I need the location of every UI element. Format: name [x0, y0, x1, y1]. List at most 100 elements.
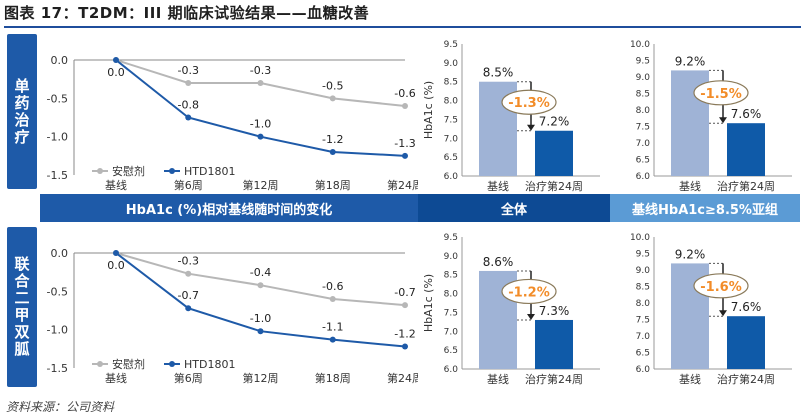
y-tick-label: 7.0: [444, 134, 459, 144]
y-tick-label: 8.5: [444, 271, 458, 281]
bar-value-label: 7.3%: [539, 304, 570, 318]
legend-label-placebo: 安慰剂: [112, 164, 145, 178]
bar-value-label: 7.2%: [539, 115, 570, 129]
data-point: [402, 302, 408, 309]
y-tick-label: 7.5: [444, 308, 458, 318]
x-tick-label: 基线: [679, 372, 701, 385]
y-tick-label: -1.5: [47, 169, 68, 182]
data-point: [402, 343, 408, 350]
data-label: -1.0: [250, 118, 271, 131]
legend-label-placebo: 安慰剂: [112, 357, 145, 371]
x-tick-label: 基线: [105, 178, 127, 192]
y-tick-label: 6.5: [636, 349, 650, 359]
source-note: 资料来源：公司资料: [6, 400, 115, 414]
bar: [727, 123, 765, 176]
x-tick-label: 治疗第24周: [525, 179, 583, 193]
data-label: -0.4: [250, 266, 271, 279]
diff-bubble: [501, 89, 557, 115]
y-tick-label: 9.0: [636, 266, 651, 276]
bar: [535, 319, 573, 369]
y-tick-label: 7.0: [636, 332, 651, 342]
data-point: [185, 114, 192, 121]
diff-bubble: [501, 278, 557, 305]
data-point: [113, 250, 119, 256]
legend-marker-placebo: [97, 168, 103, 174]
side-label-monotherapy: 单药治疗: [7, 34, 37, 189]
y-tick-label: 8.5: [636, 90, 650, 100]
data-point: [329, 296, 336, 302]
y-tick-label: 9.0: [444, 59, 459, 69]
bar: [727, 316, 765, 369]
data-point: [185, 305, 192, 312]
data-label: -0.7: [178, 289, 199, 302]
x-tick-label: 基线: [487, 179, 509, 193]
y-axis-title: HbA1c (%): [422, 274, 435, 332]
bar-chart-combination-overall: 6.0 6.5 7.0 7.5 8.0 8.5 9.0 9.5 HbA1c (%) 8.6% 基线 7…: [422, 233, 600, 385]
y-tick-label: 8.0: [444, 290, 459, 300]
y-tick-label: -1.5: [47, 362, 68, 375]
legend-label-drug: HTD1801: [184, 358, 235, 371]
y-tick-label: 10.0: [630, 233, 650, 243]
bar-chart-monotherapy-overall: 6.0 6.5 7.0 7.5 8.0 8.5 9.0 9.5 HbA1c (%) 8.5% 基线 7…: [422, 40, 600, 193]
data-point: [402, 152, 408, 159]
diff-arrow-head: [719, 310, 727, 317]
y-tick-label: -0.5: [47, 92, 68, 105]
y-tick-label: 9.0: [444, 252, 459, 262]
y-tick-label: 9.0: [636, 73, 651, 83]
y-tick-label: 6.0: [444, 172, 459, 182]
data-point: [257, 282, 264, 289]
data-point: [257, 133, 264, 140]
band-label-overall: 全体: [418, 194, 610, 222]
x-tick-label: 第24周: [387, 178, 418, 192]
y-tick-label: 7.5: [636, 123, 650, 133]
y-tick-label: 10.0: [630, 40, 650, 50]
bar-value-label: 7.6%: [731, 107, 762, 121]
bar-value-label: 8.5%: [483, 66, 514, 80]
data-point: [329, 336, 336, 343]
diff-arrow-head: [527, 313, 535, 320]
line-chart-combination: 0.0 -0.5 -1.0 -1.5 基线 第6周 第12周 第18周 第24周 0.0 -0.3 -…: [47, 247, 418, 385]
diff-arrow-head: [719, 117, 727, 124]
y-tick-label: 8.0: [636, 299, 651, 309]
y-tick-label: 6.5: [636, 156, 650, 166]
data-point: [257, 80, 264, 86]
band-label-subgroup: 基线HbA1c≥8.5%亚组: [610, 194, 800, 222]
x-tick-label: 第6周: [174, 371, 203, 385]
bar-value-label: 9.2%: [675, 247, 706, 261]
diff-bubble: [693, 80, 749, 106]
bar-value-label: 7.6%: [731, 300, 762, 314]
data-label: -1.1: [322, 321, 343, 334]
data-label: -1.2: [322, 133, 343, 146]
y-tick-label: -1.0: [47, 131, 68, 144]
data-point: [402, 103, 408, 109]
y-tick-label: 9.5: [444, 40, 458, 50]
y-tick-label: -1.0: [47, 324, 68, 337]
diff-bubble: [693, 273, 749, 299]
y-tick-label: 6.0: [636, 365, 651, 375]
x-tick-label: 治疗第24周: [525, 372, 583, 385]
diff-label: -1.2%: [508, 285, 549, 300]
y-tick-label: 6.0: [636, 172, 651, 182]
x-tick-label: 基线: [105, 371, 127, 385]
x-tick-label: 第12周: [243, 178, 279, 192]
band-label-time-change: HbA1c (%)相对基线随时间的变化: [40, 194, 418, 222]
x-tick-label: 第24周: [387, 371, 418, 385]
data-label: 0.0: [107, 259, 125, 272]
x-tick-label: 治疗第24周: [717, 179, 775, 193]
x-tick-label: 第6周: [174, 178, 203, 192]
legend-marker-placebo: [97, 361, 103, 367]
diff-label: -1.5%: [700, 87, 741, 102]
y-tick-label: 9.5: [444, 233, 458, 243]
legend-marker-drug: [169, 168, 175, 174]
y-tick-label: 0.0: [51, 54, 69, 67]
y-tick-label: 7.0: [444, 327, 459, 337]
y-tick-label: 7.5: [636, 316, 650, 326]
diff-label: -1.3%: [508, 96, 549, 111]
data-label: -0.3: [178, 64, 199, 77]
bar-chart-combination-subgroup: 6.0 6.5 7.0 7.5 8.0 8.5 9.0 9.5 10.0 9.2% 基线 7.6% 治疗…: [630, 233, 792, 385]
y-tick-label: 6.5: [444, 153, 458, 163]
y-tick-label: 6.0: [444, 365, 459, 375]
y-tick-label: 8.5: [636, 283, 650, 293]
x-tick-label: 第18周: [315, 178, 351, 192]
legend-marker-drug: [169, 361, 175, 367]
